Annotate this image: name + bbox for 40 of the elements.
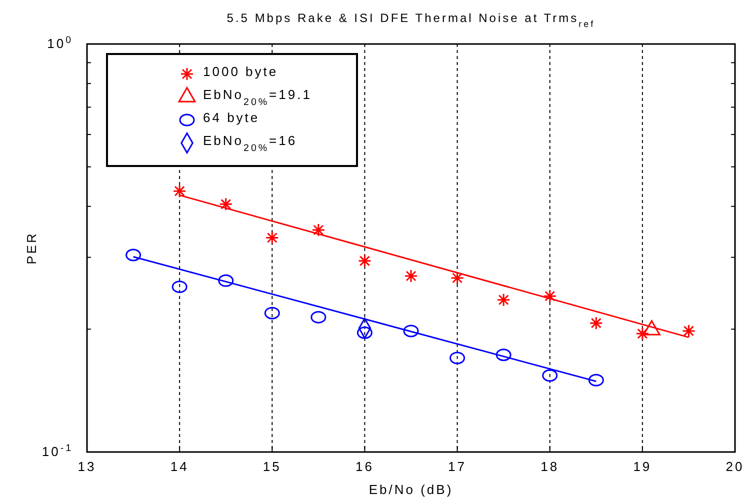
point xyxy=(312,223,326,237)
legend-label: EbNo$_{20%}$=19.1 xyxy=(203,87,312,108)
x-tick-label: 13 xyxy=(78,459,96,474)
point xyxy=(403,324,419,338)
point xyxy=(265,231,279,245)
y-tick-label: 10$^{0}$ xyxy=(47,34,73,52)
legend-label: EbNo$_{20%}$=16 xyxy=(203,133,298,154)
point xyxy=(404,269,418,283)
x-tick-label: 20 xyxy=(726,459,744,474)
point xyxy=(589,316,603,330)
x-tick-label: 16 xyxy=(355,459,374,474)
point xyxy=(358,254,372,268)
point xyxy=(172,280,188,294)
point xyxy=(636,326,650,340)
point xyxy=(126,248,142,262)
point xyxy=(496,293,510,307)
chart-title: 5.5 Mbps Rake & ISI DFE Thermal Noise at Trms$_{ref}$ xyxy=(226,11,596,29)
x-tick-label: 18 xyxy=(540,459,560,474)
x-tick-label: 14 xyxy=(170,459,189,474)
y-tick-label: 10$^{-1}$ xyxy=(42,442,73,460)
point xyxy=(172,184,186,198)
point xyxy=(496,348,512,362)
point xyxy=(543,289,557,303)
legend-label: 1000 byte xyxy=(203,64,278,79)
point xyxy=(219,197,233,211)
point xyxy=(450,352,466,364)
point xyxy=(356,326,372,340)
legend-label: 64 byte xyxy=(203,110,260,125)
point xyxy=(542,369,558,382)
point xyxy=(450,271,464,285)
x-tick-label: 19 xyxy=(633,459,652,474)
x-tick-label: 15 xyxy=(262,459,282,474)
point xyxy=(588,374,604,386)
point xyxy=(682,324,696,338)
x-tick-label: 17 xyxy=(448,459,467,474)
point xyxy=(264,306,280,320)
point xyxy=(218,274,234,287)
y-axis-title: PER xyxy=(24,232,39,264)
point xyxy=(310,310,326,324)
x-axis-title: Eb/No (dB) xyxy=(368,482,454,497)
